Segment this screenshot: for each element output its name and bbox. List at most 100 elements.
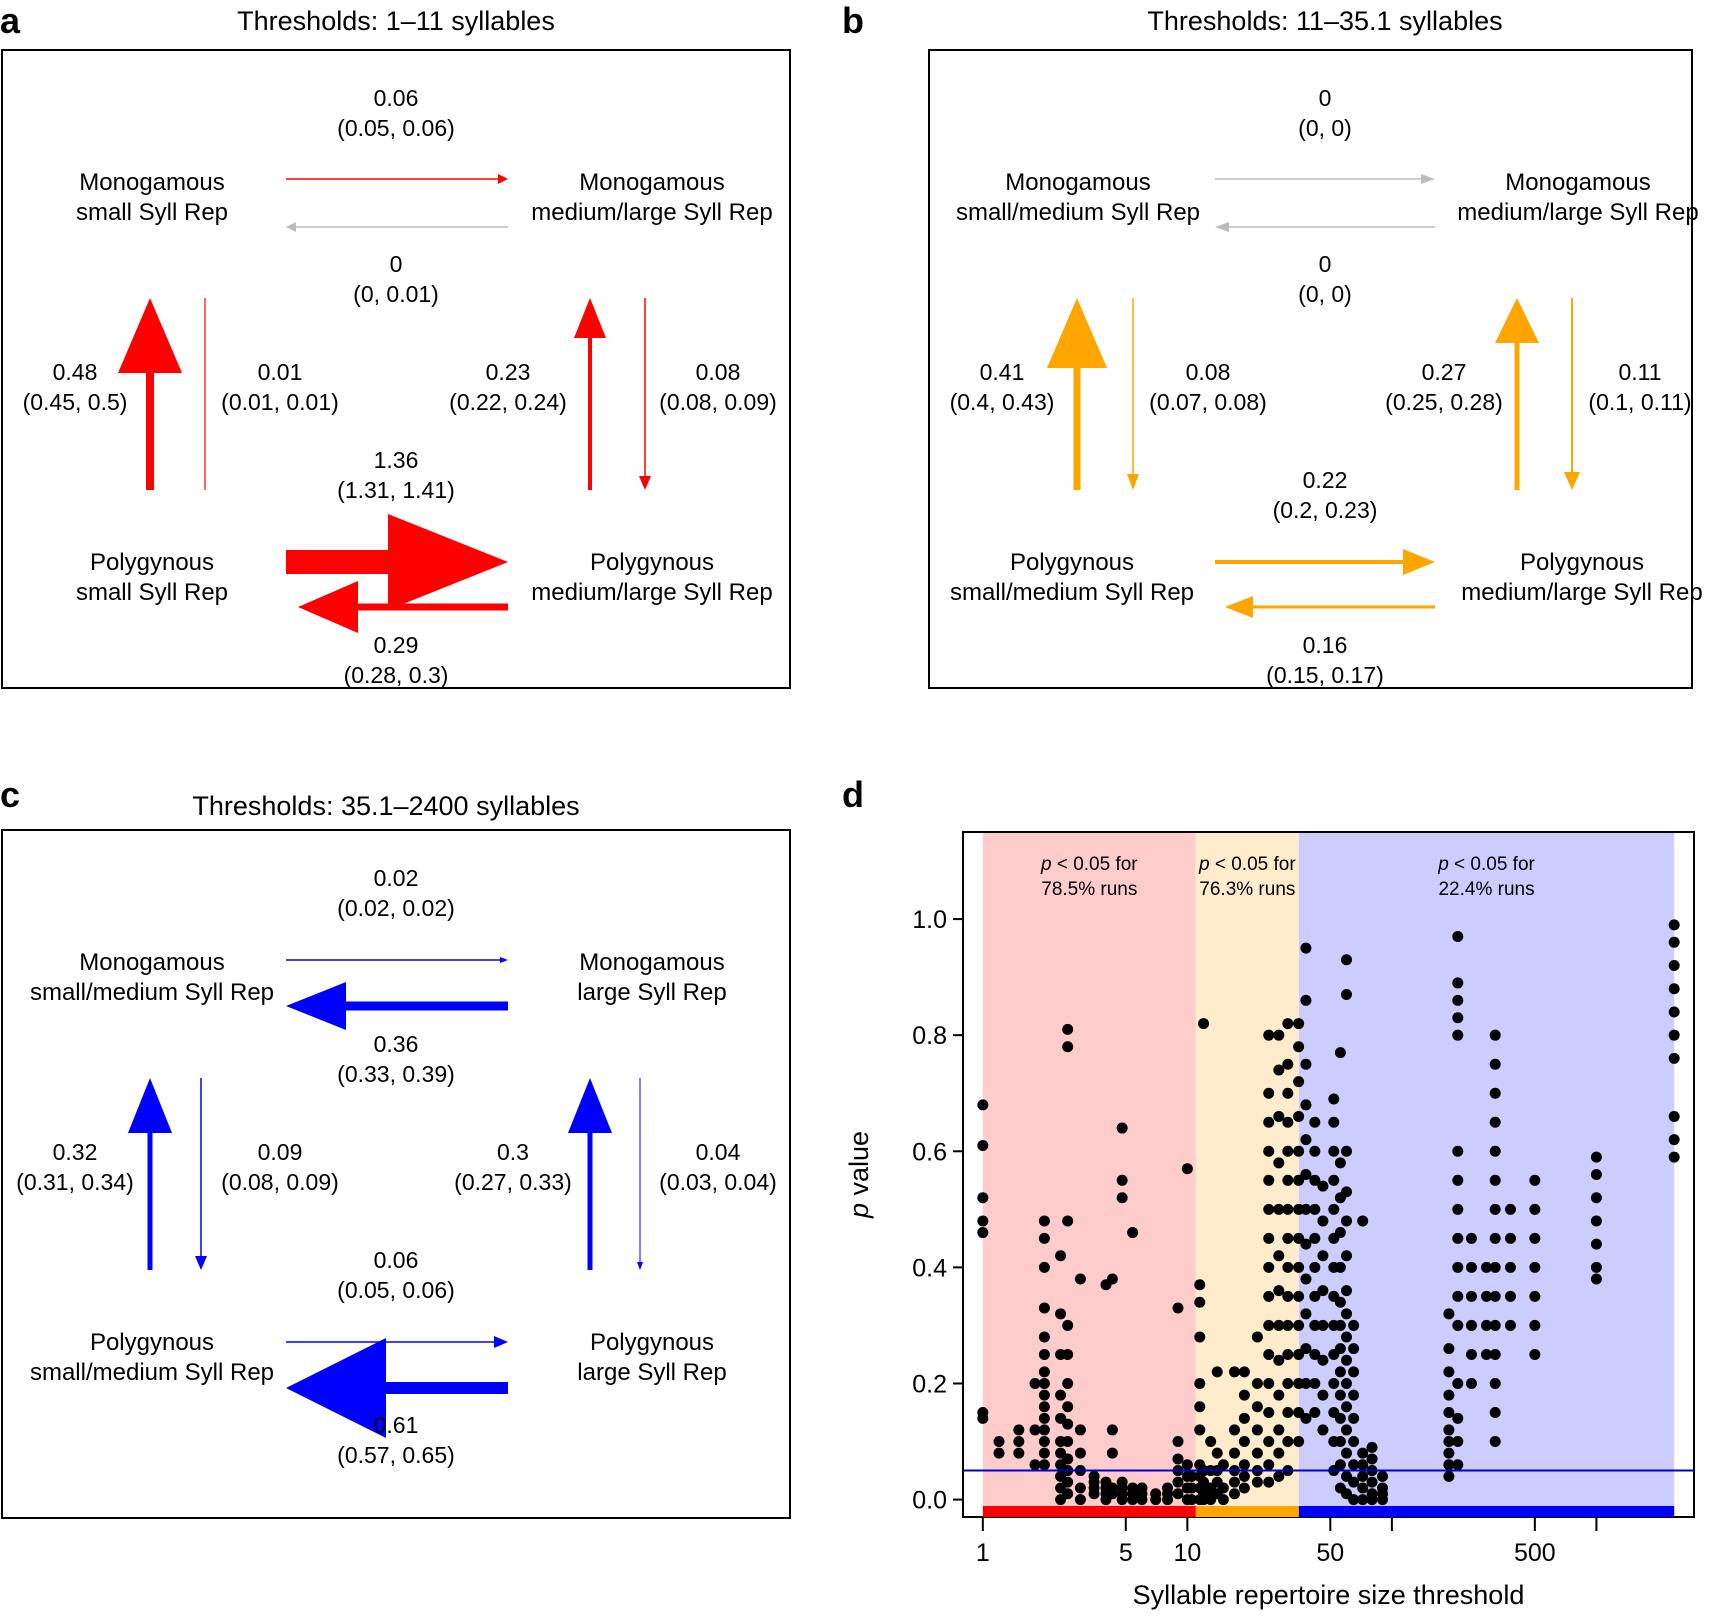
- data-point-31-10: [1300, 1058, 1312, 1070]
- data-point-35-4: [1334, 1389, 1346, 1401]
- data-point-16-5: [1172, 1302, 1184, 1314]
- data-point-4-5: [1038, 1401, 1050, 1413]
- data-point-39-2: [1366, 1476, 1378, 1488]
- panel-a-frame: [1, 49, 791, 689]
- data-point-13-2: [1136, 1482, 1148, 1494]
- data-point-35-13: [1334, 1047, 1346, 1059]
- data-point-1-1: [993, 1436, 1005, 1448]
- panel-b-rate-left_down-ci: (0.07, 0.08): [1149, 389, 1267, 415]
- data-point-27-0: [1263, 1476, 1275, 1488]
- panel-a-node-tl-line1: Monogamous: [79, 169, 224, 196]
- data-point-41-9: [1443, 1308, 1455, 1320]
- data-point-43-1: [1465, 1348, 1477, 1360]
- data-point-28-9: [1273, 1157, 1285, 1169]
- panel-a-rate-left_down-value: 0.01: [258, 359, 303, 385]
- data-point-31-5: [1300, 1238, 1312, 1250]
- data-point-46-2: [1504, 1261, 1516, 1273]
- data-point-28-11: [1273, 1064, 1285, 1076]
- data-point-35-8: [1334, 1296, 1346, 1308]
- panel-a-node-br-line2: medium/large Syll Rep: [531, 579, 772, 606]
- data-point-29-3: [1282, 1377, 1294, 1389]
- data-point-48-1: [1590, 1261, 1602, 1273]
- data-point-28-5: [1273, 1319, 1285, 1331]
- panel-b-arrow-right_up: [1495, 298, 1539, 490]
- panel-c-rate-right_down-value: 0.04: [696, 1139, 741, 1165]
- panel-a-rate-bottom_right-ci: (1.31, 1.41): [337, 477, 455, 503]
- data-point-19-7: [1194, 1331, 1206, 1343]
- data-point-4-0: [1038, 1459, 1050, 1471]
- data-point-36-15: [1341, 954, 1353, 966]
- data-point-31-3: [1300, 1308, 1312, 1320]
- data-point-37-2: [1348, 1459, 1360, 1471]
- panel-c-rate-top_right-value: 0.02: [374, 865, 419, 891]
- data-point-36-2: [1341, 1447, 1353, 1459]
- data-point-45-3: [1489, 1348, 1501, 1360]
- data-point-49-3: [1668, 1052, 1680, 1064]
- data-point-4-3: [1038, 1424, 1050, 1436]
- data-point-10-1: [1106, 1482, 1118, 1494]
- data-point-4-8: [1038, 1366, 1050, 1378]
- data-point-27-9: [1263, 1232, 1275, 1244]
- data-point-2-2: [1013, 1447, 1025, 1459]
- panel-b-arrow-bottom_right: [1215, 549, 1435, 575]
- panel-c-rate-bottom_left-ci: (0.57, 0.65): [337, 1442, 455, 1468]
- data-point-45-8: [1489, 1203, 1501, 1215]
- panel-c-rate-right_up-value: 0.3: [497, 1139, 529, 1165]
- data-point-4-4: [1038, 1412, 1050, 1424]
- data-point-18-0: [1186, 1494, 1198, 1506]
- panel-b-rate-right_up-ci: (0.25, 0.28): [1385, 389, 1503, 415]
- data-point-46-4: [1504, 1203, 1516, 1215]
- panel-b-diagram: Monogamous small/medium Syll Rep Monogamou…: [928, 49, 1703, 689]
- panel-a-diagram: Monogamous small Syll Rep Monogamous medium…: [1, 49, 791, 689]
- panel-a-rate-bottom_right-value: 1.36: [374, 447, 419, 473]
- data-point-35-9: [1334, 1261, 1346, 1273]
- data-point-45-13: [1489, 1058, 1501, 1070]
- data-point-42-13: [1452, 994, 1464, 1006]
- region-2-annotation-line1: p < 0.05 for: [1437, 854, 1535, 875]
- data-point-27-2: [1263, 1436, 1275, 1448]
- data-point-38-0: [1357, 1494, 1369, 1506]
- data-point-3-2: [1029, 1377, 1041, 1389]
- region-2-annotation-line2: 22.4% runs: [1438, 879, 1534, 900]
- data-point-27-14: [1263, 1087, 1275, 1099]
- data-point-42-3: [1452, 1377, 1464, 1389]
- panel-c-node-bl-line1: Polygynous: [90, 1329, 214, 1356]
- data-point-49-2: [1668, 1110, 1680, 1122]
- data-point-34-3: [1328, 1377, 1340, 1389]
- data-point-30-10: [1293, 1145, 1305, 1157]
- data-point-0-4: [977, 1192, 989, 1204]
- panel-c-arrow-top_left: [286, 982, 508, 1030]
- data-point-28-7: [1273, 1250, 1285, 1262]
- data-point-28-6: [1273, 1285, 1285, 1297]
- data-point-45-9: [1489, 1174, 1501, 1186]
- data-point-18-2: [1186, 1470, 1198, 1482]
- data-point-43-3: [1465, 1290, 1477, 1302]
- panel-a-rate-bottom_left-value: 0.29: [374, 632, 419, 658]
- panel-c-rate-bottom_left-value: 0.61: [374, 1412, 419, 1438]
- data-point-40-3: [1377, 1470, 1389, 1482]
- data-point-41-4: [1443, 1424, 1455, 1436]
- data-point-29-8: [1282, 1232, 1294, 1244]
- panel-b-rate-bottom_right-value: 0.22: [1303, 467, 1348, 493]
- data-point-37-8: [1348, 1319, 1360, 1331]
- data-point-25-0: [1238, 1482, 1250, 1494]
- data-point-31-7: [1300, 1169, 1312, 1180]
- data-point-44-0: [1480, 1348, 1492, 1360]
- panel-b-node-tl-line1: Monogamous: [1005, 169, 1150, 196]
- data-point-29-9: [1282, 1203, 1294, 1215]
- data-point-31-6: [1300, 1203, 1312, 1215]
- data-point-29-4: [1282, 1348, 1294, 1360]
- data-point-29-13: [1282, 1087, 1294, 1099]
- data-point-28-0: [1273, 1470, 1285, 1482]
- data-point-43-4: [1465, 1261, 1477, 1273]
- data-point-36-5: [1341, 1377, 1353, 1389]
- panel-c-node-br-line1: Polygynous: [590, 1329, 714, 1356]
- x-tick-label-3: 50: [1316, 1539, 1344, 1567]
- data-point-29-12: [1282, 1116, 1294, 1128]
- data-point-32-4: [1309, 1290, 1321, 1302]
- data-point-38-2: [1357, 1470, 1369, 1482]
- data-point-30-4: [1293, 1319, 1305, 1331]
- panel-b-arrow-right_down: [1564, 298, 1580, 490]
- panel-a-label: a: [0, 0, 21, 41]
